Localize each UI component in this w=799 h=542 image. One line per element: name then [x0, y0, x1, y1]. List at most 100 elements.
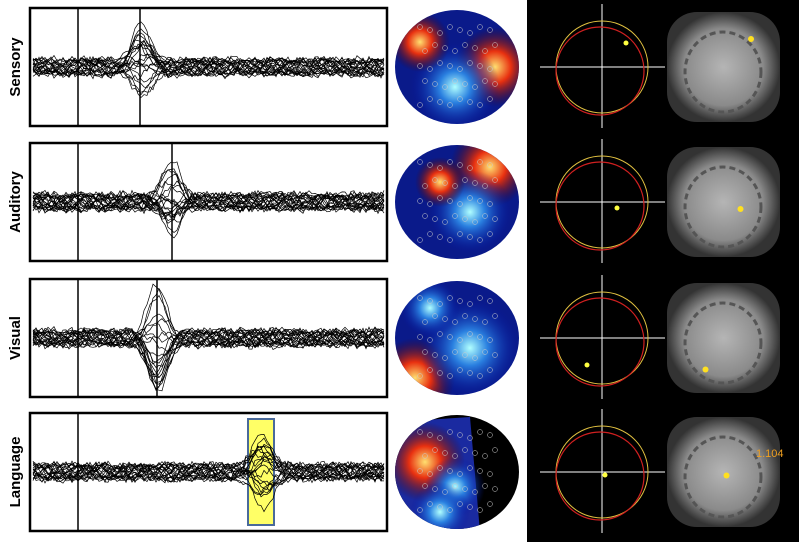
sensor	[467, 99, 473, 105]
waveform	[32, 462, 385, 496]
sensor	[417, 237, 423, 243]
sensor	[457, 231, 463, 237]
sensor	[437, 195, 443, 201]
sensor	[457, 66, 463, 72]
sensor	[477, 429, 483, 435]
waveform	[32, 452, 385, 483]
sensor	[427, 27, 433, 33]
sensor	[472, 45, 478, 51]
sensor	[417, 198, 423, 204]
sensor	[437, 30, 443, 36]
sensor	[417, 102, 423, 108]
sensor	[492, 177, 498, 183]
sensor	[482, 483, 488, 489]
sensor	[477, 102, 483, 108]
sensor	[432, 486, 438, 492]
sensor	[427, 201, 433, 207]
sensor	[437, 504, 443, 510]
sensor	[487, 298, 493, 304]
sensor	[482, 78, 488, 84]
waveform	[32, 283, 385, 349]
sensor	[447, 237, 453, 243]
sensor	[422, 483, 428, 489]
sensor	[472, 180, 478, 186]
sensor	[492, 42, 498, 48]
waveform	[32, 161, 385, 213]
sensor	[472, 316, 478, 322]
dipole	[584, 362, 590, 368]
sensor	[482, 213, 488, 219]
row-label: Language	[7, 437, 24, 508]
sensor	[472, 489, 478, 495]
waveform	[32, 190, 385, 217]
waveform	[32, 326, 385, 349]
sphere-fit	[555, 26, 645, 116]
sensor	[457, 367, 463, 373]
sensor	[467, 301, 473, 307]
dipole	[623, 40, 629, 46]
sensor	[417, 159, 423, 165]
sensor	[457, 27, 463, 33]
sensor	[437, 60, 443, 66]
sensor	[437, 370, 443, 376]
sensor	[477, 373, 483, 379]
row: Auditory	[7, 139, 780, 263]
waveform	[32, 327, 385, 365]
sensor	[427, 432, 433, 438]
sensor	[487, 162, 493, 168]
waveform	[32, 55, 385, 99]
dipole	[602, 472, 608, 478]
sensor	[457, 432, 463, 438]
sensor	[437, 301, 443, 307]
sensor	[467, 435, 473, 441]
sensor	[477, 63, 483, 69]
sensor	[437, 465, 443, 471]
sphere-fit	[555, 297, 645, 387]
sensor	[492, 216, 498, 222]
sensor	[427, 367, 433, 373]
waveform	[32, 53, 385, 78]
sensor	[422, 78, 428, 84]
sensor	[477, 507, 483, 513]
mri	[667, 147, 780, 257]
sensor	[487, 501, 493, 507]
sphere-fit	[555, 431, 645, 521]
row: Visual	[7, 275, 780, 399]
waveform	[32, 451, 385, 484]
sensor	[437, 435, 443, 441]
sensor	[417, 468, 423, 474]
sensor	[472, 450, 478, 456]
sensor	[487, 432, 493, 438]
waveform	[32, 462, 385, 494]
sensor	[467, 195, 473, 201]
sensor	[427, 501, 433, 507]
sensor	[442, 316, 448, 322]
sensor	[442, 219, 448, 225]
sensor	[452, 453, 458, 459]
sensor	[432, 177, 438, 183]
topomap-blob	[410, 482, 470, 529]
sensor	[482, 453, 488, 459]
sensor	[477, 24, 483, 30]
sensor	[477, 468, 483, 474]
sensor	[482, 48, 488, 54]
dipole	[614, 205, 620, 211]
sensor	[462, 313, 468, 319]
sensor	[457, 96, 463, 102]
sensor	[472, 219, 478, 225]
sensor	[492, 313, 498, 319]
sensor	[467, 504, 473, 510]
sensor	[422, 48, 428, 54]
sensor	[432, 42, 438, 48]
topomap-blob	[415, 157, 465, 207]
sensor	[457, 201, 463, 207]
sensor	[447, 468, 453, 474]
waveform	[32, 327, 385, 378]
sensor	[437, 234, 443, 240]
sensor	[447, 102, 453, 108]
sensor	[482, 183, 488, 189]
topomap	[395, 415, 519, 529]
topomap	[395, 10, 519, 124]
sensor	[462, 216, 468, 222]
sensor	[477, 237, 483, 243]
